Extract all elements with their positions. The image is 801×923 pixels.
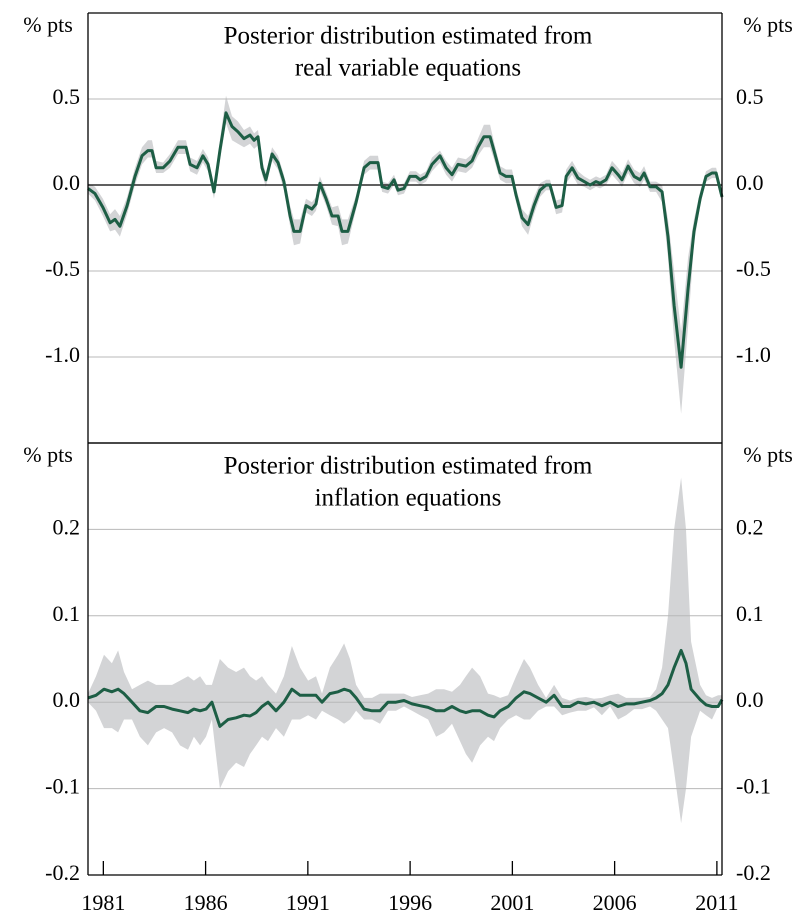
y-tick-label: -0.2 <box>45 860 80 885</box>
y-tick-label: -1.0 <box>45 342 80 367</box>
x-tick-label: 2006 <box>593 890 637 915</box>
x-tick-label: 2011 <box>695 890 738 915</box>
y-tick-label: 0.2 <box>53 514 81 539</box>
x-tick-label: 1981 <box>81 890 125 915</box>
x-tick-label: 1996 <box>388 890 432 915</box>
panel-title: real variable equations <box>295 55 521 82</box>
y-tick-label-right: 0.0 <box>736 687 764 712</box>
y-tick-label-right: -0.2 <box>736 860 771 885</box>
series-line <box>87 111 724 369</box>
confidence-band <box>88 95 722 414</box>
series-line <box>87 648 724 728</box>
y-tick-label-right: 0.0 <box>736 170 764 195</box>
y-tick-label-right: -0.1 <box>736 774 771 799</box>
y-tick-label: 0.0 <box>53 170 81 195</box>
panel-title: inflation equations <box>315 485 502 512</box>
y-tick-label-right: 0.2 <box>736 514 764 539</box>
confidence-band <box>88 477 722 824</box>
y-tick-label: 0.0 <box>53 687 81 712</box>
y-axis-label-right: % pts <box>743 12 793 37</box>
y-axis-label: % pts <box>23 442 73 467</box>
y-tick-label: -0.5 <box>45 256 80 281</box>
y-tick-label-right: 0.5 <box>736 84 764 109</box>
x-tick-label: 1986 <box>184 890 228 915</box>
y-tick-label-right: -1.0 <box>736 342 771 367</box>
y-axis-label: % pts <box>23 12 73 37</box>
panel-title: Posterior distribution estimated from <box>224 453 593 480</box>
y-tick-label-right: 0.1 <box>736 601 764 626</box>
x-tick-label: 2001 <box>490 890 534 915</box>
panel-title: Posterior distribution estimated from <box>224 23 593 50</box>
y-tick-label: -0.1 <box>45 774 80 799</box>
x-tick-label: 1991 <box>286 890 330 915</box>
y-tick-label-right: -0.5 <box>736 256 771 281</box>
y-axis-label-right: % pts <box>743 442 793 467</box>
y-tick-label: 0.1 <box>53 601 81 626</box>
y-tick-label: 0.5 <box>53 84 81 109</box>
